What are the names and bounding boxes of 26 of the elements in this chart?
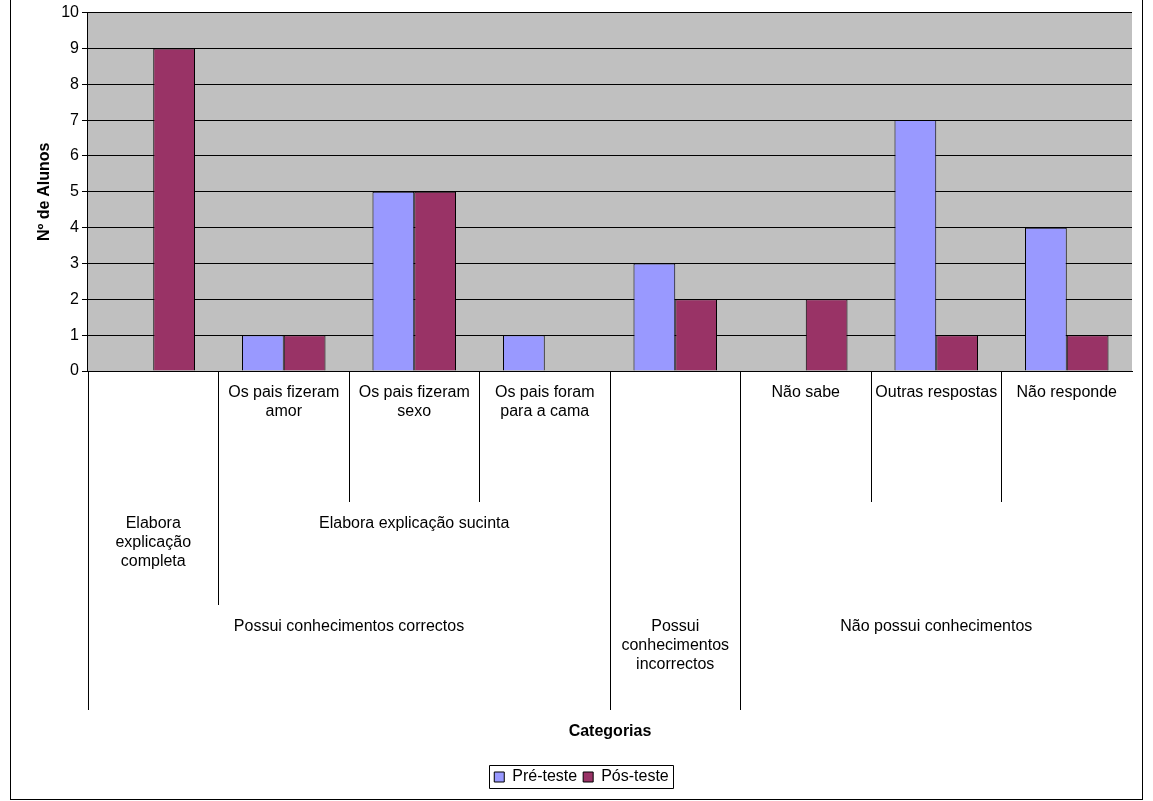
y-tick-label: 5 <box>70 182 80 200</box>
text: Categorias <box>568 722 652 740</box>
text: Elabora explicação sucinta <box>319 514 510 532</box>
y-tick-label: 3 <box>70 253 80 271</box>
x-tick-label: Não responde <box>1016 383 1118 401</box>
y-tick-label: 7 <box>70 110 80 128</box>
text: Não possui conhecimentos <box>840 617 1033 635</box>
y-tick-label: 1 <box>70 325 80 343</box>
y-tick-label: 9 <box>70 38 80 56</box>
text: Elabora explicação completa <box>115 514 192 570</box>
text: Possui conhecimentos correctos <box>233 617 465 635</box>
y-tick-label: 0 <box>70 361 80 379</box>
y-tick-label: 6 <box>70 146 80 164</box>
x-tick-label: Os pais fizeram sexo <box>358 383 470 420</box>
x-tick-label: Outras respostas <box>875 383 998 401</box>
legend-label: Pré-teste <box>512 767 578 785</box>
x-tick-label: Não sabe <box>771 383 841 401</box>
y-tick-label: 2 <box>70 289 80 307</box>
x-tick-label: Os pais fizeram amor <box>228 383 340 420</box>
x-tick-label: Os pais foram para a cama <box>494 383 595 420</box>
y-tick-label: 10 <box>61 3 80 21</box>
y-tick-label: 4 <box>70 218 80 236</box>
legend-label: Pós-teste <box>601 767 669 785</box>
text: Possui conhecimentos incorrectos <box>621 617 730 673</box>
y-tick-label: 8 <box>70 74 80 92</box>
y-axis-title: Nº de Alunos <box>35 142 53 242</box>
